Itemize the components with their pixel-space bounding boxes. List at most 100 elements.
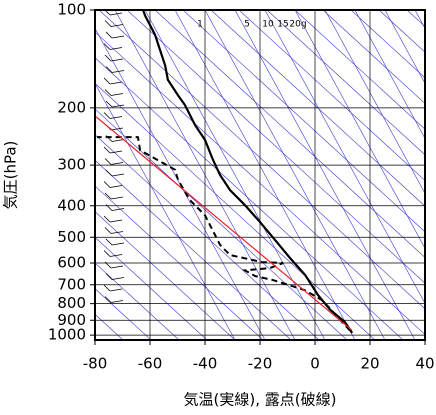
barb-staff — [111, 242, 125, 246]
barb-staff — [109, 47, 123, 50]
x-tick-label: -40 — [193, 355, 218, 373]
adiabat-line — [378, 10, 425, 53]
barb-staff — [111, 35, 125, 39]
barb-flag — [105, 66, 113, 73]
barb-flag — [103, 43, 111, 50]
y-axis-label: 気圧(hPa) — [2, 141, 20, 210]
barb-staff — [109, 12, 123, 16]
barb-staff — [111, 277, 125, 280]
barb-flag — [103, 146, 111, 154]
mixing-ratio-label: 15 — [277, 20, 288, 30]
adiabat-line — [95, 262, 180, 340]
y-tick-label: 600 — [57, 254, 86, 272]
barb-flag — [103, 112, 111, 119]
x-tick-label: 0 — [310, 355, 320, 373]
barb-staff — [109, 150, 123, 154]
adiabat-line — [210, 10, 425, 207]
barb-flag — [105, 204, 113, 211]
adiabat-line — [266, 10, 425, 156]
adiabat-line — [322, 10, 425, 104]
x-tick-label: -80 — [83, 355, 108, 373]
barb-staff — [110, 231, 124, 234]
adiabat-line — [126, 10, 425, 284]
adiabat-line — [350, 10, 425, 79]
mixing-ratio-line — [324, 10, 425, 194]
y-tick-label: 900 — [57, 311, 86, 329]
barb-staff — [109, 185, 123, 188]
barb-flag — [105, 238, 113, 246]
barb-flag — [104, 296, 112, 303]
plot-frame — [94, 9, 426, 341]
barb-staff — [110, 58, 124, 62]
mixing-ratio-label: 1 — [197, 20, 203, 30]
barb-flag — [103, 250, 111, 257]
mixing-ratio-line — [234, 10, 416, 340]
barb-flag — [103, 181, 111, 188]
barb-staff — [111, 173, 125, 177]
mixing-ratio-line — [204, 10, 386, 340]
mixing-ratio-label: 20g — [289, 20, 306, 30]
wind-barbs — [103, 8, 125, 303]
y-tick-label: 700 — [57, 275, 86, 293]
barb-flag — [105, 100, 113, 108]
barb-staff — [111, 208, 125, 211]
adiabat-line — [406, 10, 425, 27]
mixing-ratio-line — [384, 10, 425, 84]
barb-flag — [103, 284, 111, 292]
barb-flag — [105, 169, 113, 177]
adiabat-line — [154, 10, 425, 258]
adiabat-line — [98, 10, 425, 310]
barb-flag — [103, 77, 111, 85]
barb-flag — [104, 54, 112, 62]
barb-flag — [104, 227, 112, 234]
mixing-ratio-line — [144, 10, 326, 340]
barb-flag — [104, 192, 112, 200]
barb-staff — [110, 93, 124, 96]
adiabat-line — [95, 159, 292, 340]
barb-staff — [110, 265, 124, 269]
profile-line — [95, 116, 353, 331]
barb-flag — [103, 215, 111, 223]
y-tick-label: 1000 — [48, 326, 86, 344]
x-tick-label: -60 — [138, 355, 163, 373]
barb-staff — [109, 288, 123, 292]
adiabat-line — [95, 134, 320, 340]
barb-staff — [109, 116, 123, 119]
barb-staff — [110, 162, 124, 165]
barb-flag — [105, 273, 113, 280]
barb-flag — [105, 31, 113, 39]
mixing-ratio-label: 5 — [244, 20, 250, 30]
mixing-ratio-line — [264, 10, 425, 304]
barb-flag — [104, 158, 112, 165]
adiabat-line — [182, 10, 425, 233]
barb-staff — [111, 139, 125, 142]
barb-staff — [110, 24, 124, 27]
mixing-ratio-line — [354, 10, 425, 139]
barb-staff — [109, 219, 123, 223]
x-tick-label: 40 — [415, 355, 434, 373]
adiabat-line — [238, 10, 425, 181]
mixing-ratio-line — [294, 10, 425, 249]
x-tick-label: -20 — [248, 355, 273, 373]
barb-flag — [104, 89, 112, 96]
mixing-ratio-label: 10 — [262, 20, 274, 30]
profile-line — [96, 136, 351, 332]
barb-staff — [110, 196, 124, 200]
y-tick-label: 500 — [57, 228, 86, 246]
barb-staff — [109, 254, 123, 257]
barb-flag — [104, 20, 112, 27]
barb-staff — [110, 300, 124, 303]
y-tick-label: 100 — [57, 1, 86, 19]
y-tick-label: 300 — [57, 156, 86, 174]
y-tick-label: 400 — [57, 196, 86, 214]
x-tick-label: 20 — [360, 355, 379, 373]
y-tick-label: 800 — [57, 294, 86, 312]
adiabat-line — [95, 185, 264, 340]
barb-staff — [109, 81, 123, 85]
barb-staff — [110, 127, 124, 131]
x-axis-label: 気温(実線), 露点(破線) — [184, 391, 337, 409]
barb-staff — [111, 70, 125, 73]
profile-line — [142, 10, 354, 334]
y-tick-label: 200 — [57, 98, 86, 116]
